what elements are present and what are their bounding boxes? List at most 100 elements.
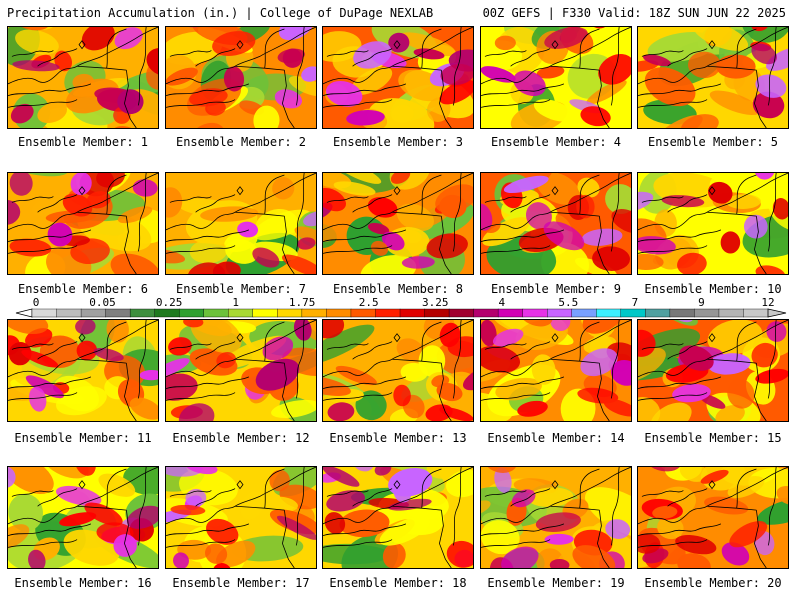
ensemble-member-label: Ensemble Member: 8 bbox=[332, 282, 464, 296]
colorbar-tick-label: 2.5 bbox=[358, 296, 379, 309]
precip-map bbox=[8, 320, 158, 421]
colorbar: 0 0.05 0.25 1 1.75 2.5 3.25 4 5.5 7 9 12 bbox=[0, 296, 800, 320]
precip-map bbox=[166, 320, 316, 421]
header-valid-time: 00Z GEFS | F330 Valid: 18Z SUN JUN 22 20… bbox=[482, 6, 786, 20]
ensemble-member-label: Ensemble Member: 5 bbox=[647, 135, 779, 149]
ensemble-map-panel bbox=[165, 26, 317, 129]
ensemble-member-label: Ensemble Member: 11 bbox=[14, 431, 152, 445]
colorbar-tick-label: 0 bbox=[32, 296, 40, 309]
ensemble-member-label: Ensemble Member: 15 bbox=[644, 431, 782, 445]
colorbar-segment bbox=[178, 308, 205, 318]
ensemble-map-panel bbox=[637, 466, 789, 569]
precip-map bbox=[166, 467, 316, 568]
precip-map bbox=[481, 467, 631, 568]
ensemble-member-label: Ensemble Member: 6 bbox=[17, 282, 149, 296]
colorbar-segment bbox=[375, 308, 401, 318]
colorbar-segment bbox=[301, 308, 327, 318]
colorbar-segment bbox=[473, 308, 499, 318]
colorbar-tick-label: 4 bbox=[498, 296, 506, 309]
ensemble-map-panel bbox=[480, 319, 632, 422]
ensemble-member-label: Ensemble Member: 1 bbox=[17, 135, 149, 149]
ensemble-map-panel bbox=[322, 172, 474, 275]
ensemble-map-panel bbox=[480, 466, 632, 569]
precip-map bbox=[8, 467, 158, 568]
colorbar-tick-label: 0.05 bbox=[89, 296, 116, 309]
precip-map bbox=[638, 320, 788, 421]
colorbar-segment bbox=[129, 308, 156, 318]
precip-map bbox=[323, 27, 473, 128]
colorbar-segment bbox=[620, 308, 646, 318]
ensemble-member-label: Ensemble Member: 7 bbox=[175, 282, 307, 296]
colorbar-tick-label: 1 bbox=[232, 296, 239, 309]
colorbar-tick-label: 0.25 bbox=[155, 296, 183, 309]
colorbar-tick-label: 12 bbox=[761, 296, 775, 309]
ensemble-map-panel bbox=[7, 466, 159, 569]
ensemble-map-panel bbox=[322, 319, 474, 422]
ensemble-member-label: Ensemble Member: 19 bbox=[487, 576, 625, 590]
precip-map bbox=[481, 27, 631, 128]
ensemble-map-panel bbox=[165, 319, 317, 422]
colorbar-segment bbox=[645, 308, 671, 318]
ensemble-map-panel bbox=[637, 26, 789, 129]
colorbar-segment bbox=[56, 308, 82, 318]
colorbar-segment bbox=[105, 308, 131, 318]
colorbar-segment bbox=[80, 308, 107, 318]
colorbar-segment bbox=[718, 308, 744, 318]
ensemble-member-label: Ensemble Member: 17 bbox=[172, 576, 310, 590]
colorbar-segment bbox=[350, 308, 376, 318]
colorbar-tick-label: 3.25 bbox=[422, 296, 449, 309]
ensemble-map-panel bbox=[637, 319, 789, 422]
ensemble-map-panel bbox=[7, 26, 159, 129]
colorbar-segment bbox=[694, 308, 720, 318]
colorbar-tick-labels: 0 0.05 0.25 1 1.75 2.5 3.25 4 5.5 7 9 12 bbox=[0, 296, 800, 309]
ensemble-map-panel bbox=[165, 172, 317, 275]
ensemble-member-label: Ensemble Member: 2 bbox=[175, 135, 307, 149]
colorbar-segment bbox=[547, 308, 573, 318]
colorbar-tick-label: 5.5 bbox=[558, 296, 579, 309]
colorbar-tick-label: 1.75 bbox=[288, 296, 316, 309]
colorbar-tick-label: 7 bbox=[631, 296, 639, 309]
precip-map bbox=[638, 27, 788, 128]
precip-map bbox=[481, 320, 631, 421]
colorbar-segment bbox=[252, 308, 278, 318]
colorbar-segment bbox=[522, 308, 548, 318]
colorbar-segment bbox=[277, 308, 303, 318]
precip-map bbox=[481, 173, 631, 274]
colorbar-segment bbox=[424, 308, 450, 318]
precip-map bbox=[323, 173, 473, 274]
ensemble-member-label: Ensemble Member: 16 bbox=[14, 576, 152, 590]
precip-map bbox=[323, 467, 473, 568]
ensemble-member-label: Ensemble Member: 10 bbox=[644, 282, 782, 296]
ensemble-map-panel bbox=[480, 172, 632, 275]
ensemble-map-panel bbox=[7, 319, 159, 422]
colorbar-segment bbox=[399, 308, 426, 318]
ensemble-map-panel bbox=[637, 172, 789, 275]
ensemble-member-label: Ensemble Member: 18 bbox=[329, 576, 467, 590]
ensemble-member-label: Ensemble Member: 3 bbox=[332, 135, 464, 149]
colorbar-segment bbox=[203, 308, 229, 318]
ensemble-member-label: Ensemble Member: 4 bbox=[490, 135, 622, 149]
colorbar-min-arrow bbox=[15, 308, 33, 318]
colorbar-segment bbox=[31, 308, 58, 318]
precip-map bbox=[166, 27, 316, 128]
colorbar-segment bbox=[228, 308, 254, 318]
precip-map bbox=[166, 173, 316, 274]
ensemble-member-label: Ensemble Member: 13 bbox=[329, 431, 467, 445]
ensemble-map-panel bbox=[165, 466, 317, 569]
precip-map bbox=[8, 173, 158, 274]
ensemble-map-panel bbox=[480, 26, 632, 129]
precip-map bbox=[638, 173, 788, 274]
header-title: Precipitation Accumulation (in.) | Colle… bbox=[7, 6, 434, 20]
colorbar-scale bbox=[15, 308, 787, 318]
ensemble-member-label: Ensemble Member: 12 bbox=[172, 431, 310, 445]
colorbar-segment bbox=[669, 308, 695, 318]
colorbar-segment bbox=[497, 308, 524, 318]
colorbar-max-arrow bbox=[767, 308, 787, 318]
precip-map bbox=[8, 27, 158, 128]
colorbar-segment bbox=[743, 308, 769, 318]
ensemble-map-panel bbox=[322, 466, 474, 569]
colorbar-tick-label: 9 bbox=[698, 296, 705, 309]
ensemble-member-label: Ensemble Member: 14 bbox=[487, 431, 625, 445]
colorbar-segment bbox=[596, 308, 622, 318]
ensemble-member-label: Ensemble Member: 9 bbox=[490, 282, 622, 296]
